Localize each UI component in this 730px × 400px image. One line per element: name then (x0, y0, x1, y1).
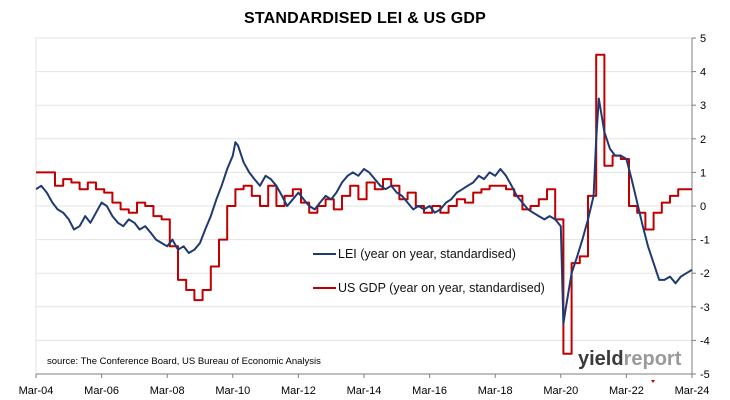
x-tick-label: Mar-24 (675, 385, 710, 397)
x-tick-label: Mar-14 (347, 385, 382, 397)
y-tick-label: -2 (700, 268, 710, 280)
gridlines (35, 37, 693, 375)
y-tick-label: 2 (700, 134, 706, 146)
legend-label: LEI (year on year, standardised) (338, 247, 516, 261)
legend: LEI (year on year, standardised) US GDP (… (313, 247, 545, 295)
y-tick-label: 0 (700, 201, 706, 213)
y-tick-label: -4 (700, 335, 710, 347)
x-tick-label: Mar-10 (215, 385, 250, 397)
y-tick-label: -5 (700, 369, 710, 381)
y-tick-label: 5 (700, 33, 706, 45)
y-tick-label: 4 (700, 67, 706, 79)
axes: -5 -4 -3 -2 -1 0 1 2 3 4 5 Mar-04 Mar-06 Mar-08 Mar-10… (19, 33, 710, 397)
legend-item-lei: LEI (year on year, standardised) (313, 247, 516, 261)
series-line-lei (35, 97, 693, 325)
x-tick-label: Mar-18 (478, 385, 513, 397)
brand-logo: yieldreport (578, 348, 682, 370)
brand-part1: yield (578, 348, 624, 370)
caret-marker (651, 380, 655, 383)
source-note: source: The Conference Board, US Bureau … (47, 356, 321, 367)
brand-part2: report (624, 348, 682, 370)
y-tick-label: -3 (700, 302, 710, 314)
x-tick-label: Mar-22 (609, 385, 644, 397)
y-tick-label: 3 (700, 100, 706, 112)
x-tick-label: Mar-08 (150, 385, 185, 397)
y-tick-label: 1 (700, 167, 706, 179)
x-tick-label: Mar-04 (19, 385, 54, 397)
series-line-gdp (36, 53, 692, 355)
x-tick-label: Mar-20 (543, 385, 578, 397)
x-tick-label: Mar-06 (84, 385, 119, 397)
x-tick-label: Mar-16 (412, 385, 447, 397)
x-tick-label: Mar-12 (281, 385, 316, 397)
legend-label: US GDP (year on year, standardised) (338, 281, 545, 295)
y-tick-label: -1 (700, 235, 710, 247)
series-layer (35, 53, 693, 355)
legend-item-gdp: US GDP (year on year, standardised) (313, 281, 545, 295)
chart-title: STANDARDISED LEI & US GDP (243, 10, 487, 27)
svg-text:yieldreport: yieldreport (578, 348, 682, 370)
